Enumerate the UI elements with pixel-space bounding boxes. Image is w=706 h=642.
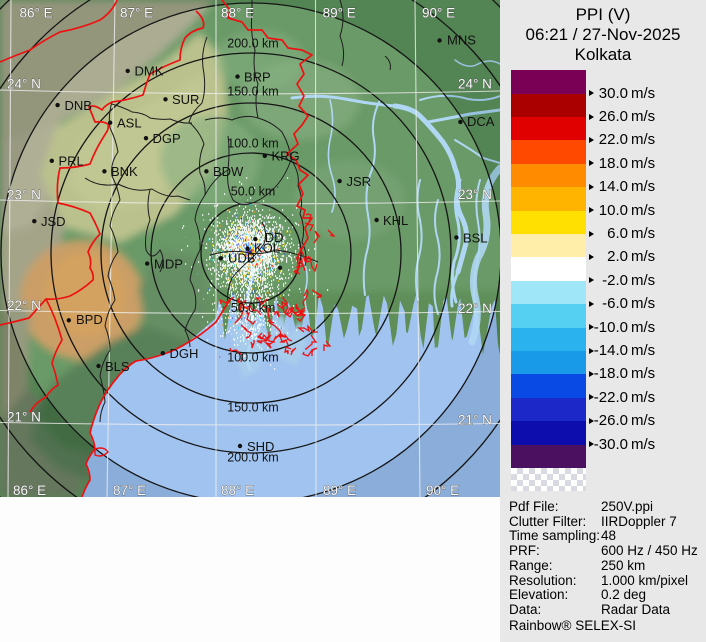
- svg-text:90° E: 90° E: [422, 6, 455, 21]
- svg-text:22° N: 22° N: [7, 298, 41, 313]
- svg-text:SHD: SHD: [247, 439, 274, 454]
- svg-text:DGP: DGP: [153, 131, 181, 146]
- svg-text:200.0 km: 200.0 km: [227, 451, 278, 465]
- svg-text:BNK: BNK: [111, 164, 138, 179]
- svg-text:KHL: KHL: [383, 213, 408, 228]
- svg-text:24° N: 24° N: [458, 77, 492, 92]
- svg-text:21° N: 21° N: [458, 413, 492, 428]
- svg-text:SUR: SUR: [172, 92, 199, 107]
- svg-text:50.0 km: 50.0 km: [231, 185, 275, 199]
- svg-text:86° E: 86° E: [20, 6, 53, 21]
- svg-text:90° E: 90° E: [426, 483, 459, 497]
- svg-text:89° E: 89° E: [323, 483, 356, 497]
- svg-text:DCA: DCA: [467, 114, 495, 129]
- svg-text:150.0 km: 150.0 km: [227, 85, 278, 99]
- svg-text:JSD: JSD: [41, 214, 66, 229]
- svg-text:87° E: 87° E: [113, 483, 146, 497]
- svg-text:DMK: DMK: [135, 64, 164, 79]
- svg-text:89° E: 89° E: [323, 6, 356, 21]
- svg-text:BSL: BSL: [463, 231, 488, 246]
- svg-text:BRP: BRP: [244, 70, 271, 85]
- svg-text:UDB: UDB: [228, 251, 255, 266]
- svg-text:DD: DD: [265, 230, 284, 245]
- svg-text:KRG: KRG: [272, 149, 300, 164]
- svg-text:50.0 km: 50.0 km: [231, 301, 275, 315]
- svg-text:ASL: ASL: [117, 116, 142, 131]
- svg-text:23° N: 23° N: [7, 188, 41, 203]
- svg-text:100.0 km: 100.0 km: [227, 351, 278, 365]
- svg-text:BLS: BLS: [105, 359, 130, 374]
- svg-text:23° N: 23° N: [458, 187, 492, 202]
- svg-text:88° E: 88° E: [221, 483, 254, 497]
- svg-text:MNS: MNS: [447, 33, 476, 48]
- svg-text:BPD: BPD: [76, 312, 103, 327]
- svg-text:86° E: 86° E: [13, 483, 46, 497]
- svg-text:JSR: JSR: [347, 174, 372, 189]
- svg-text:200.0 km: 200.0 km: [227, 37, 278, 51]
- svg-text:DNB: DNB: [65, 98, 92, 113]
- svg-text:BDW: BDW: [213, 164, 244, 179]
- svg-text:88° E: 88° E: [221, 6, 254, 21]
- svg-text:150.0 km: 150.0 km: [227, 401, 278, 415]
- svg-text:100.0 km: 100.0 km: [227, 137, 278, 151]
- svg-text:21° N: 21° N: [7, 410, 41, 425]
- svg-text:KOL: KOL: [254, 241, 280, 256]
- svg-text:22° N: 22° N: [458, 301, 492, 316]
- svg-text:PRL: PRL: [59, 154, 84, 169]
- svg-text:DGH: DGH: [170, 346, 199, 361]
- svg-text:87° E: 87° E: [120, 6, 153, 21]
- svg-text:24° N: 24° N: [7, 77, 41, 92]
- svg-text:MDP: MDP: [154, 257, 183, 272]
